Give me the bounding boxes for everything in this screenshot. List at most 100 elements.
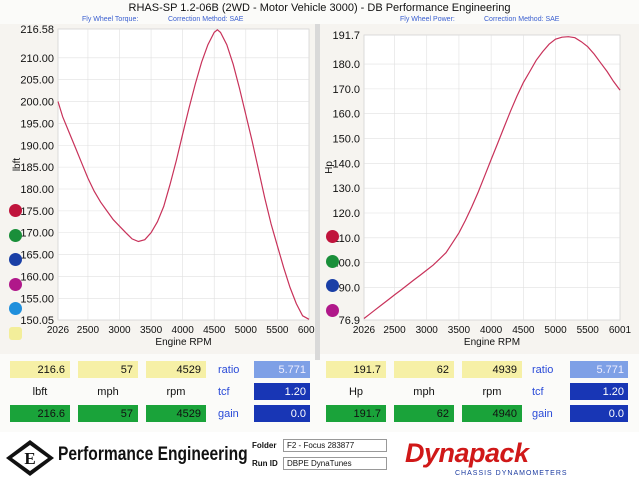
current-torque-rpm: 4529 [146, 405, 206, 422]
run-colour-dot [9, 228, 22, 242]
x-tick-label: 6001 [609, 325, 632, 336]
current-power-mph: 62 [394, 405, 454, 422]
heading-rpm-left: rpm [166, 385, 186, 398]
peak-power-value: 191.7 [326, 361, 386, 378]
run-id-label: Run ID [252, 459, 278, 468]
x-tick-label: 5500 [266, 325, 289, 336]
run-colour-dot [326, 303, 339, 317]
tcf-value-left: 1.20 [254, 383, 310, 400]
series-line [57, 29, 310, 320]
heading-lbft: lbft [32, 385, 48, 398]
torque-chart-panel: 216.58 210.00 205.00 200.00 195.00 190.00 185.… [0, 24, 321, 354]
y-tick-label: 150.05 [20, 315, 54, 327]
y-tick-label: 180.00 [20, 184, 54, 196]
x-axis-label: Engine RPM [155, 337, 211, 348]
gain-label-right: gain [532, 407, 553, 420]
run-colour-dot [9, 302, 22, 315]
x-tick-label: 3000 [416, 325, 439, 336]
heading-rpm-right: rpm [482, 385, 502, 398]
current-torque-value: 216.6 [10, 405, 70, 422]
gain-label-left: gain [218, 407, 239, 420]
y-tick-label: 160.0 [332, 109, 360, 121]
current-power-value: 191.7 [326, 405, 386, 422]
y-tick-label: 155.00 [20, 293, 54, 305]
panel-divider [315, 24, 320, 360]
peak-torque-mph: 57 [78, 361, 138, 378]
peak-power-rpm: 4939 [462, 361, 522, 378]
x-tick-label: 4500 [203, 325, 226, 336]
y-tick-label: 170.00 [20, 228, 54, 240]
y-tick-label: 110.0 [333, 233, 360, 245]
left-chart-subtitle: Fly Wheel Torque: [82, 16, 139, 23]
series-line [363, 36, 621, 319]
x-tick-label: 3500 [140, 325, 163, 336]
dynapack-logo: Dynapack [405, 438, 529, 468]
heading-mph-right: mph [413, 385, 435, 398]
x-tick-label: 2026 [47, 325, 70, 336]
x-tick-label: 2500 [383, 325, 406, 336]
x-tick-label: 3000 [108, 325, 131, 336]
y-tick-label: 140.0 [332, 158, 360, 170]
report-header: RHAS-SP 1.2-06B (2WD - Motor Vehicle 300… [0, 0, 639, 26]
y-tick-label: 190.00 [20, 140, 54, 152]
run-id-value: DBPE DynaTunes [283, 457, 387, 470]
y-tick-label: 180.0 [332, 59, 360, 71]
gain-value-left: 0.0 [254, 405, 310, 422]
tcf-value-right: 1.20 [570, 383, 628, 400]
y-tick-label: 165.00 [20, 250, 54, 262]
current-torque-mph: 57 [78, 405, 138, 422]
y-tick-label: 130.0 [332, 183, 360, 195]
x-tick-label: 4000 [480, 325, 503, 336]
plot-area [363, 34, 621, 321]
power-chart-panel: 191.7 180.0 170.0 160.0 150.0 140.0 130.0 120.0… [320, 24, 639, 354]
run-colour-dot [9, 277, 22, 291]
y-tick-label: 150.0 [332, 134, 360, 146]
peak-torque-rpm: 4529 [146, 361, 206, 378]
x-tick-label: 6001 [298, 325, 321, 336]
y-tick-label: 120.0 [332, 208, 360, 220]
peak-torque-value: 216.6 [10, 361, 70, 378]
y-tick-label: 76.9 [339, 315, 360, 327]
y-tick-label: 216.58 [20, 24, 54, 36]
x-tick-label: 4000 [172, 325, 195, 336]
y-axis-label: lbft [12, 158, 23, 172]
run-colour-dot [9, 326, 22, 340]
y-tick-label: 185.00 [20, 162, 54, 174]
company-logo: E [6, 440, 54, 476]
heading-hp: Hp [348, 385, 364, 398]
heading-mph-left: mph [97, 385, 119, 398]
x-tick-label: 5500 [577, 325, 600, 336]
run-colour-dot [326, 279, 339, 292]
x-tick-label: 2500 [77, 325, 100, 336]
y-tick-label: 175.00 [20, 206, 54, 218]
x-tick-label: 3500 [448, 325, 471, 336]
plot-area [57, 28, 310, 321]
y-tick-label: 191.7 [332, 30, 360, 42]
y-tick-label: 200.00 [20, 97, 54, 109]
y-tick-label: 210.00 [20, 53, 54, 65]
brand-name: Performance Engineering [58, 444, 248, 465]
report-title: RHAS-SP 1.2-06B (2WD - Motor Vehicle 300… [128, 2, 511, 14]
left-correction-method: Correction Method: SAE [168, 16, 244, 23]
peak-power-mph: 62 [394, 361, 454, 378]
ratio-label-left: ratio [218, 363, 240, 376]
y-tick-label: 195.00 [20, 118, 54, 130]
y-axis-label: Hp [324, 161, 335, 174]
ratio-value-left: 5.771 [254, 361, 310, 378]
tcf-label-left: tcf [218, 385, 230, 398]
y-tick-label: 205.00 [20, 75, 54, 87]
run-colour-dot [326, 230, 339, 243]
y-tick-label: 90.0 [339, 282, 360, 294]
gain-value-right: 0.0 [570, 405, 628, 422]
right-chart-subtitle: Fly Wheel Power: [400, 16, 455, 23]
x-axis-label: Engine RPM [464, 337, 520, 348]
x-tick-label: 2026 [353, 325, 376, 336]
dynapack-tagline: CHASSIS DYNAMOMETERS [455, 470, 568, 477]
y-tick-label: 170.0 [332, 84, 360, 96]
current-power-rpm: 4940 [462, 405, 522, 422]
x-tick-label: 4500 [512, 325, 535, 336]
run-colour-dot [9, 204, 22, 217]
y-tick-label: 100.0 [332, 258, 360, 270]
right-correction-method: Correction Method: SAE [484, 16, 560, 23]
